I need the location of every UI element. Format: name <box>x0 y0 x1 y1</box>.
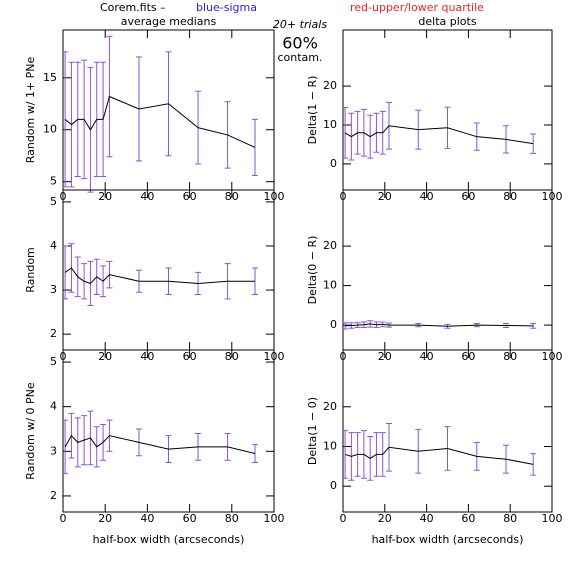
y-tick-label: 2 <box>50 489 57 502</box>
error-bar <box>252 118 259 176</box>
y-tick-label: 10 <box>323 279 337 292</box>
y-tick-label: 3 <box>50 283 57 296</box>
x-axis-label: half-box width (arcseconds) <box>372 533 524 546</box>
plot-frame <box>62 349 275 513</box>
y-axis-label: Random w/ 0 PNe <box>24 382 37 480</box>
median-line <box>64 95 256 148</box>
y-tick-label: 0 <box>330 479 337 492</box>
y-tick-label: 20 <box>323 400 337 413</box>
x-tick-label: 80 <box>225 512 239 525</box>
median-line <box>344 125 534 145</box>
error-bar <box>530 133 537 154</box>
y-tick-label: 20 <box>323 239 337 252</box>
y-tick-label: 20 <box>323 79 337 92</box>
error-bar <box>530 323 537 329</box>
y-axis-label: Delta(1 − R) <box>306 76 319 145</box>
y-tick-label: 4 <box>50 239 57 252</box>
contam-label: contam. <box>277 51 322 64</box>
x-tick-label: 40 <box>140 512 154 525</box>
y-tick-label: 0 <box>330 157 337 170</box>
x-tick-label: 20 <box>98 512 112 525</box>
panel-title: delta plots <box>418 15 476 28</box>
y-tick-label: 4 <box>50 400 57 413</box>
y-axis-label: Random <box>24 247 37 293</box>
y-axis-label: Delta(0 − R) <box>306 236 319 305</box>
trials-note: 20+ trials <box>273 18 327 31</box>
median-line <box>345 323 534 327</box>
x-tick-label: 100 <box>264 512 285 525</box>
x-tick-label: 60 <box>461 512 475 525</box>
x-tick-label: 0 <box>340 512 347 525</box>
panel-title: average medians <box>121 15 217 28</box>
x-tick-label: 20 <box>378 512 392 525</box>
y-tick-label: 3 <box>50 444 57 457</box>
x-tick-label: 100 <box>542 512 563 525</box>
median-line <box>344 446 534 465</box>
y-tick-label: 10 <box>43 123 57 136</box>
y-tick-label: 15 <box>43 71 57 84</box>
x-tick-label: 80 <box>503 512 517 525</box>
x-tick-label: 60 <box>183 512 197 525</box>
header-sigma: blue-sigma <box>196 1 257 14</box>
error-bar <box>342 322 349 330</box>
error-bar <box>530 453 537 476</box>
error-bar <box>62 51 69 188</box>
error-bar <box>62 245 69 300</box>
header-file: Corem.fits – <box>100 1 166 14</box>
y-axis-label: Delta(1 − 0) <box>306 397 319 465</box>
y-tick-label: 0 <box>330 318 337 331</box>
median-line <box>64 267 256 285</box>
y-tick-label: 10 <box>323 439 337 452</box>
y-tick-label: 5 <box>50 195 57 208</box>
contam-value: 60% <box>282 34 318 53</box>
y-tick-label: 10 <box>323 118 337 131</box>
x-tick-label: 40 <box>420 512 434 525</box>
y-tick-label: 5 <box>50 355 57 368</box>
header-quartile: red-upper/lower quartile <box>350 1 484 14</box>
x-tick-label: 0 <box>60 512 67 525</box>
error-bar <box>252 444 259 463</box>
y-axis-label: Random w/ 1+ PNe <box>24 56 37 163</box>
x-axis-label: half-box width (arcseconds) <box>93 533 245 546</box>
y-tick-label: 5 <box>50 175 57 188</box>
median-line <box>64 434 256 455</box>
y-tick-label: 2 <box>50 327 57 340</box>
